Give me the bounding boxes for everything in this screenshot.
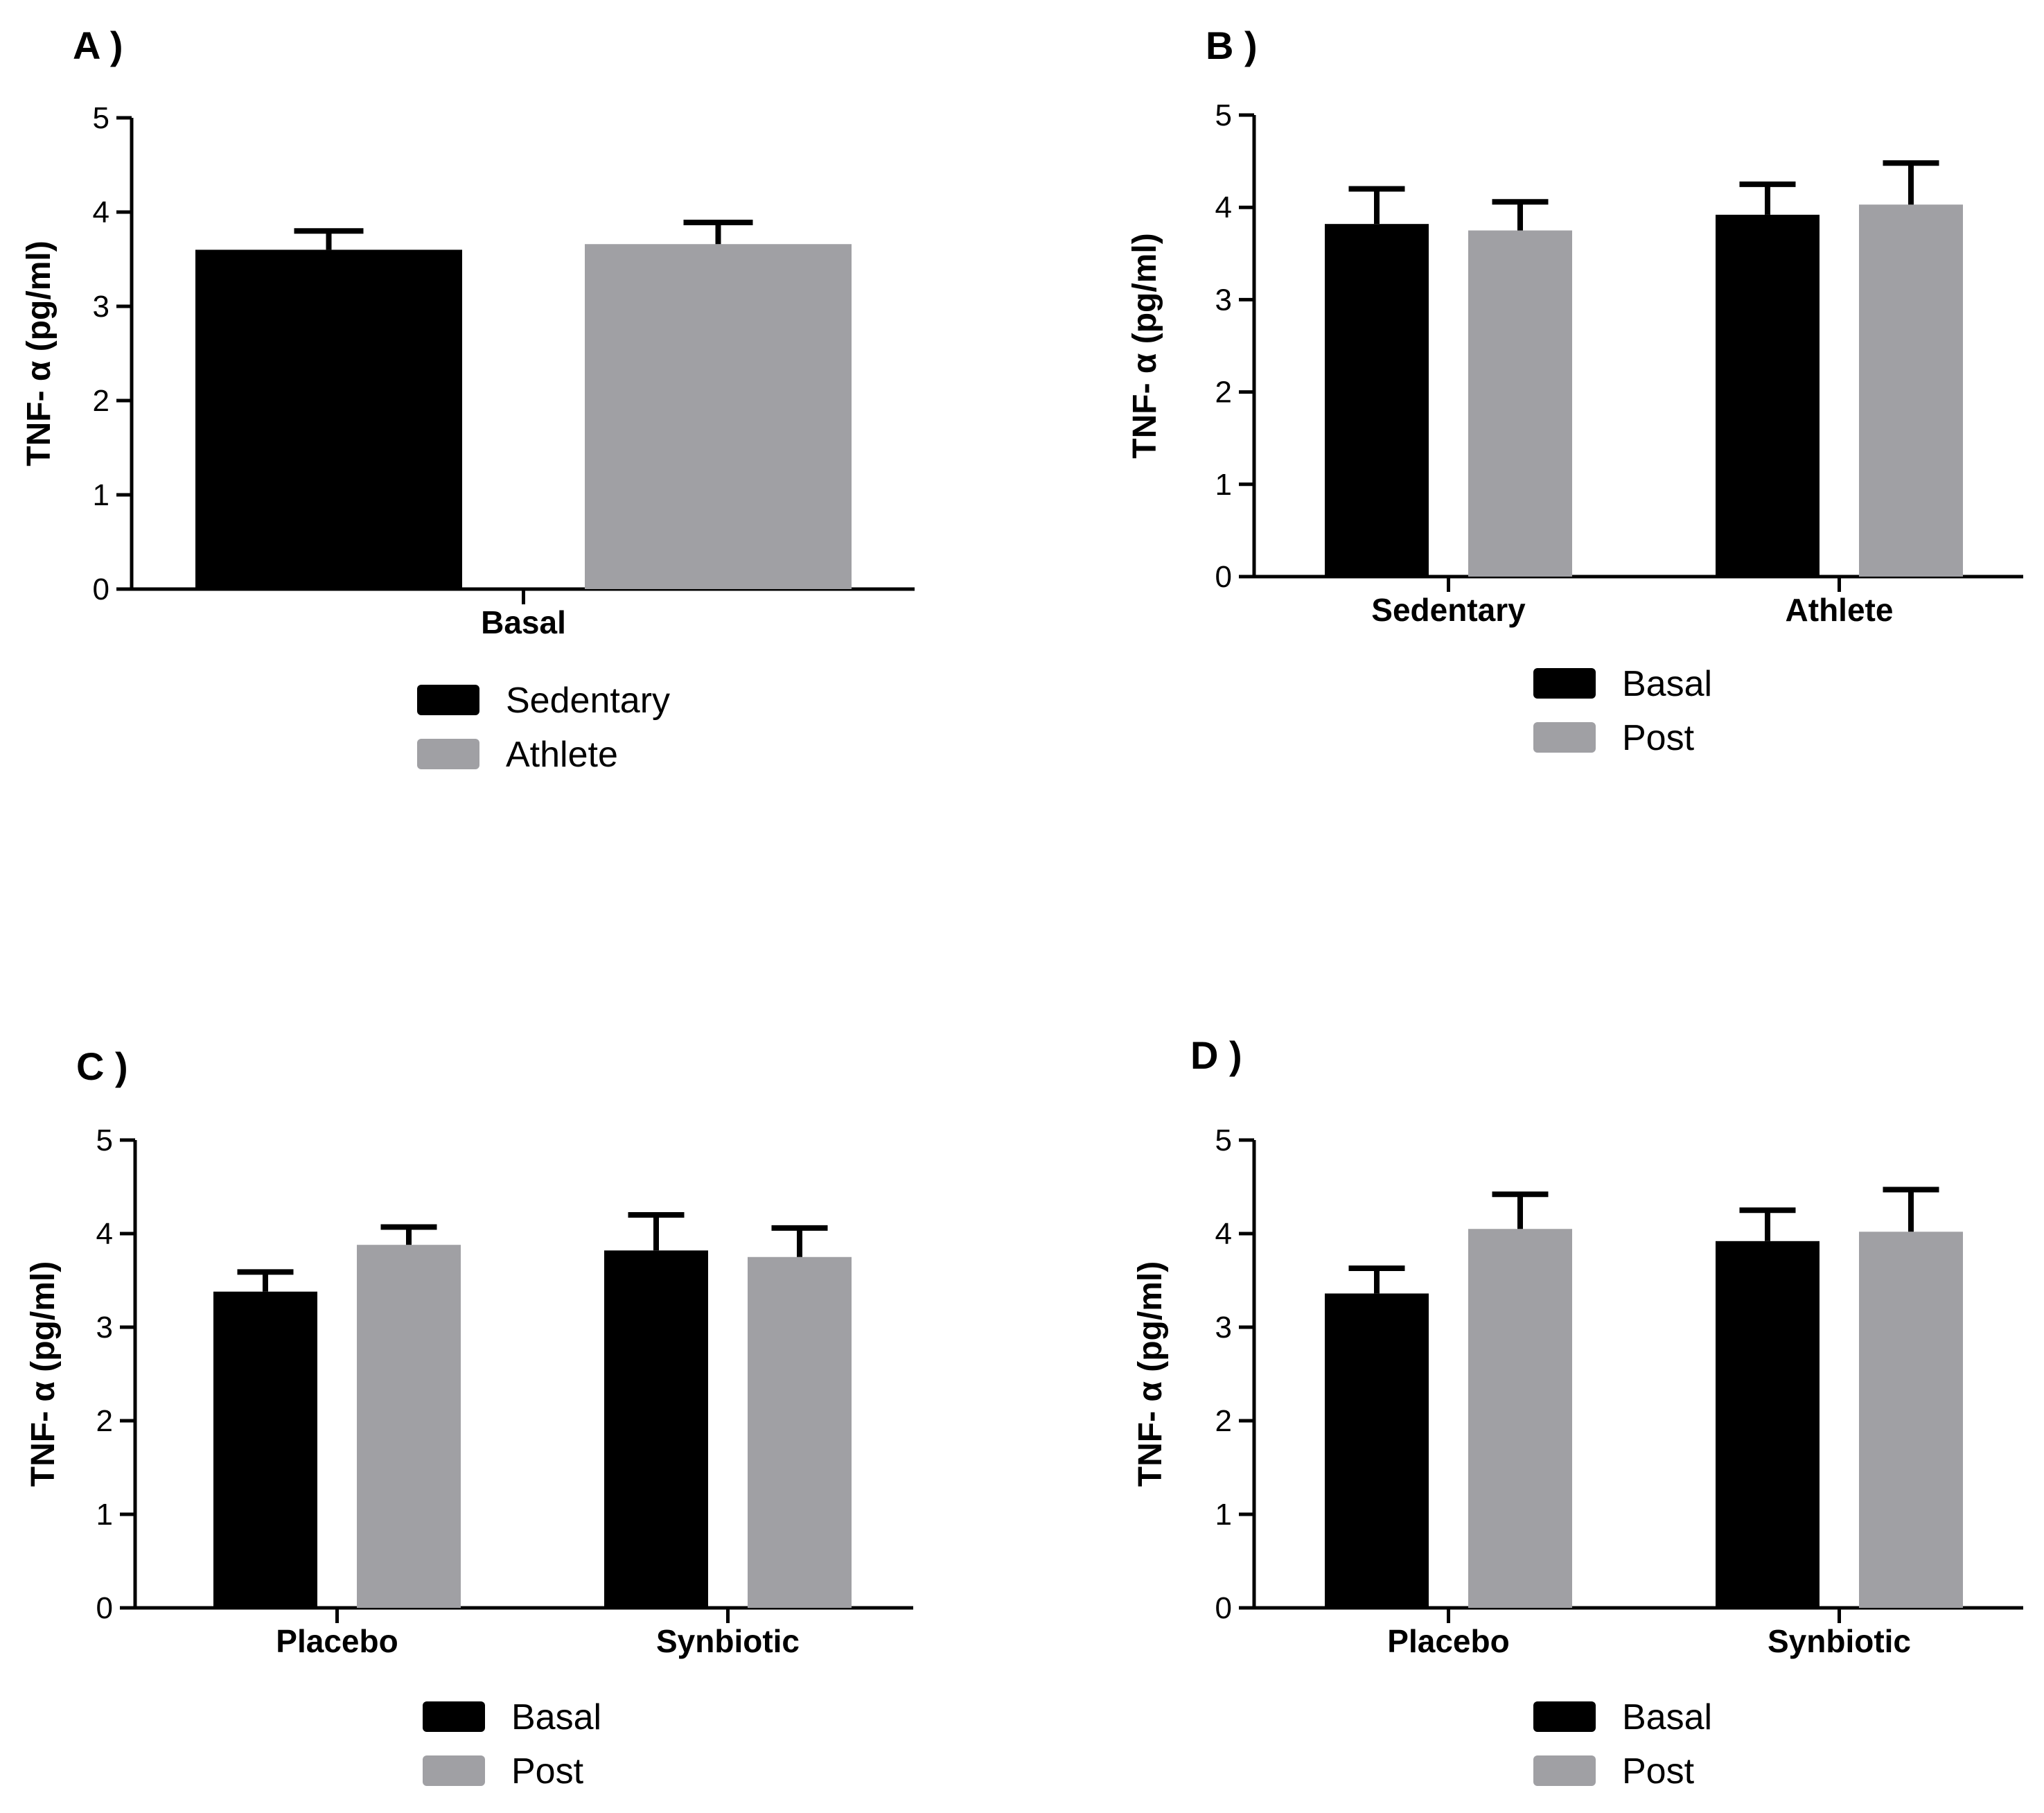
legend-swatch-post bbox=[1533, 722, 1596, 753]
x-category-label: Athlete bbox=[1786, 592, 1894, 628]
legend-swatch-basal bbox=[1533, 668, 1596, 699]
bar-basal-placebo bbox=[1325, 1293, 1429, 1608]
panel-label: B ) bbox=[1206, 24, 1258, 67]
bar-athlete-basal bbox=[585, 244, 852, 589]
y-tick-label: 5 bbox=[93, 101, 109, 135]
legend-swatch-sedentary bbox=[417, 685, 479, 715]
y-tick-label: 3 bbox=[1215, 283, 1232, 317]
bar-post-synbiotic bbox=[748, 1256, 852, 1608]
y-axis-title: TNF- α (pg/ml) bbox=[1132, 1261, 1169, 1487]
bar-basal-synbiotic bbox=[604, 1250, 708, 1608]
y-tick-label: 0 bbox=[96, 1591, 113, 1625]
legend-label-athlete: Athlete bbox=[506, 735, 618, 775]
y-tick-label: 5 bbox=[1215, 98, 1232, 132]
y-tick-label: 4 bbox=[1215, 191, 1232, 225]
y-tick-label: 3 bbox=[96, 1311, 113, 1345]
chart-panel-2: B ) 0 1 2 3 4 5 TNF- α (pg/ml) Sedentary Athlete B… bbox=[1127, 24, 2023, 758]
bar-post-sedentary bbox=[1468, 230, 1572, 577]
legend-swatch-post bbox=[423, 1755, 485, 1786]
bar-basal-synbiotic bbox=[1716, 1241, 1820, 1608]
bar-post-athlete bbox=[1859, 204, 1963, 577]
panel-label: D ) bbox=[1190, 1033, 1242, 1077]
x-category-label: Placebo bbox=[276, 1623, 398, 1659]
y-axis-title: TNF- α (pg/ml) bbox=[25, 1261, 62, 1487]
x-category-label: Sedentary bbox=[1371, 592, 1526, 628]
chart-panel-3: C ) 0 1 2 3 4 5 TNF- α (pg/ml) Placebo Synbiotic B… bbox=[25, 1044, 913, 1792]
y-tick-label: 2 bbox=[93, 384, 109, 418]
panel-label: A ) bbox=[73, 24, 123, 67]
panel-label: C ) bbox=[76, 1044, 128, 1088]
y-tick-label: 4 bbox=[93, 195, 109, 229]
x-category-label: Synbiotic bbox=[656, 1623, 800, 1659]
y-tick-label: 4 bbox=[1215, 1217, 1232, 1251]
legend-label-basal: Basal bbox=[511, 1697, 601, 1737]
y-tick-label: 5 bbox=[96, 1123, 113, 1157]
y-tick-label: 2 bbox=[1215, 376, 1232, 410]
legend-swatch-post bbox=[1533, 1755, 1596, 1786]
bar-basal-sedentary bbox=[1325, 224, 1429, 577]
x-category-label: Placebo bbox=[1387, 1623, 1509, 1659]
y-tick-label: 2 bbox=[96, 1404, 113, 1438]
legend-label-basal: Basal bbox=[1622, 1697, 1712, 1737]
y-tick-label: 1 bbox=[1215, 468, 1232, 502]
legend-swatch-basal bbox=[423, 1701, 485, 1732]
x-category-label: Basal bbox=[481, 604, 566, 640]
bar-basal-placebo bbox=[213, 1291, 317, 1608]
y-tick-label: 2 bbox=[1215, 1404, 1232, 1438]
y-axis-title: TNF- α (pg/ml) bbox=[1127, 233, 1163, 458]
y-tick-label: 3 bbox=[1215, 1311, 1232, 1345]
y-tick-label: 1 bbox=[96, 1498, 113, 1532]
legend-label-post: Post bbox=[1622, 1751, 1695, 1792]
chart-panel-1: A ) 0 1 2 3 4 5 TNF- α (pg/ml) Basal Sedentary Ath… bbox=[21, 24, 915, 775]
y-tick-label: 5 bbox=[1215, 1123, 1232, 1157]
y-tick-label: 1 bbox=[1215, 1498, 1232, 1532]
y-tick-label: 0 bbox=[1215, 560, 1232, 594]
legend-swatch-basal bbox=[1533, 1701, 1596, 1732]
bar-post-placebo bbox=[1468, 1229, 1572, 1608]
bar-sedentary-basal bbox=[195, 249, 462, 589]
legend-swatch-athlete bbox=[417, 739, 479, 769]
legend-label-post: Post bbox=[511, 1751, 584, 1792]
y-tick-label: 3 bbox=[93, 290, 109, 324]
x-category-label: Synbiotic bbox=[1768, 1623, 1911, 1659]
chart-panel-4: D ) 0 1 2 3 4 5 TNF- α (pg/ml) Placebo Synbiotic B… bbox=[1132, 1033, 2023, 1792]
y-tick-label: 0 bbox=[93, 572, 109, 606]
y-tick-label: 0 bbox=[1215, 1591, 1232, 1625]
y-tick-label: 1 bbox=[93, 478, 109, 512]
y-axis-title: TNF- α (pg/ml) bbox=[21, 240, 58, 466]
bar-basal-athlete bbox=[1716, 214, 1820, 577]
y-tick-label: 4 bbox=[96, 1217, 113, 1251]
bar-post-placebo bbox=[357, 1245, 461, 1608]
legend-label-basal: Basal bbox=[1622, 664, 1712, 704]
legend-label-sedentary: Sedentary bbox=[506, 681, 670, 721]
legend-label-post: Post bbox=[1622, 718, 1695, 758]
bar-post-synbiotic bbox=[1859, 1232, 1963, 1608]
